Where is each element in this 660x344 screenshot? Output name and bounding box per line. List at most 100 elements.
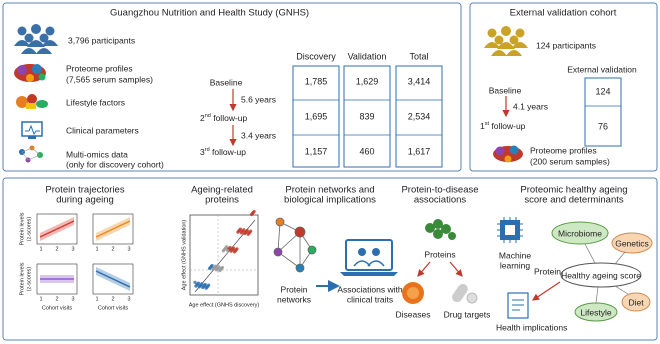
score-label: Healthy ageing score xyxy=(561,270,641,280)
lifestyle-icon xyxy=(16,94,48,109)
timeline-gap: 4.1 years xyxy=(513,101,548,111)
section-title: Protein-to-disease xyxy=(401,185,478,196)
associations-label: clinical traits xyxy=(347,294,393,304)
proteome-label: (200 serum samples) xyxy=(530,156,610,166)
timeline-gap: 5.6 years xyxy=(241,94,276,104)
scatter-point xyxy=(232,250,237,254)
scatter-point xyxy=(211,267,215,271)
x-tick-label: 2 xyxy=(55,296,58,302)
connectors xyxy=(584,243,629,304)
trend-line xyxy=(95,220,131,238)
genetics-node xyxy=(611,232,653,254)
diet-label: Diet xyxy=(628,297,644,307)
x-tick-label: 1 xyxy=(95,296,98,302)
analyses-panel xyxy=(2,177,658,341)
x-tick-label: 1 xyxy=(39,296,42,302)
virus-icon xyxy=(402,282,424,304)
column-header: Discovery xyxy=(296,51,336,61)
followup-text: follow-up xyxy=(489,121,526,131)
section-title: Protein trajectories xyxy=(45,185,124,196)
external-panel xyxy=(469,2,658,172)
section-title: proteins xyxy=(205,195,239,206)
scatter-point xyxy=(204,286,208,290)
microbiome-label: Microbiome xyxy=(558,228,602,238)
document-icon xyxy=(507,292,529,319)
timeline-followup: 2nd follow-up xyxy=(200,113,248,123)
ordinal-suffix: st xyxy=(485,121,490,127)
scatter-point xyxy=(243,231,247,236)
ordinal: 2 xyxy=(200,113,205,123)
proteome-label: Proteome profiles xyxy=(530,145,597,155)
scatter-point xyxy=(246,232,250,236)
scatter-point xyxy=(229,249,233,253)
scatter-point xyxy=(221,249,225,253)
section-title: associations xyxy=(414,195,467,206)
x-tick-label: 3 xyxy=(127,296,130,302)
gnhs-panel xyxy=(2,2,462,172)
x-axis-label: Cohort visits xyxy=(42,305,73,311)
section-title: Proteomic healthy ageing xyxy=(520,185,627,196)
section-title: score and determinants xyxy=(524,195,624,206)
y-axis-label: (z-scores) xyxy=(26,217,32,242)
timeline-gap: 3.4 years xyxy=(241,130,276,140)
timeline-followup: 3rd follow-up xyxy=(200,147,246,157)
column-box xyxy=(584,77,622,147)
column-header: Total xyxy=(409,51,428,61)
table-cell: 1,785 xyxy=(305,76,328,86)
table-cell: 460 xyxy=(359,146,374,156)
pill-icon xyxy=(452,283,478,304)
section-title: Protein networks and xyxy=(285,185,374,196)
scatter-point xyxy=(197,285,201,289)
proteome-label: (7,565 serum samples) xyxy=(66,74,153,84)
table-cell: 1,617 xyxy=(408,146,431,156)
y-axis-label: Age effect (GNHS validation) xyxy=(181,220,187,291)
clinical-label: Clinical parameters xyxy=(66,125,139,135)
multiomics-label: Multi-omics data xyxy=(66,149,128,159)
column-box xyxy=(395,65,443,168)
scatter-point xyxy=(225,248,230,253)
x-tick-label: 3 xyxy=(127,246,130,252)
trend-line xyxy=(95,270,131,288)
table-cell: 839 xyxy=(359,111,374,121)
scatter-plot xyxy=(189,209,259,296)
section-title: biological implications xyxy=(284,195,376,206)
ordinal: 3 xyxy=(200,147,205,157)
column-header: External validation xyxy=(567,64,637,74)
x-tick-label: 1 xyxy=(39,246,42,252)
chip-icon xyxy=(497,217,523,243)
table-cell: 1,695 xyxy=(305,111,328,121)
protein-label: Protein xyxy=(534,266,561,276)
section-title: Ageing-related xyxy=(191,185,253,196)
section-title: during ageing xyxy=(56,195,114,206)
proteome-label: Proteome profiles xyxy=(66,63,133,73)
participants: 3,796 participants xyxy=(68,35,135,45)
table-cell: 124 xyxy=(595,86,610,96)
x-tick-label: 3 xyxy=(71,296,74,302)
diet-node xyxy=(621,292,651,312)
y-axis-label: (z-scores) xyxy=(26,267,32,292)
x-tick-label: 2 xyxy=(111,246,114,252)
table-cell: 76 xyxy=(598,121,608,131)
table-cell: 3,414 xyxy=(408,76,431,86)
ml-label: Machine xyxy=(499,250,531,260)
cohort-table: Discovery Validation Total 1,785 1,629 3,414 1… xyxy=(292,51,443,168)
column-box xyxy=(292,65,340,168)
x-tick-label: 2 xyxy=(55,246,58,252)
network-label: networks xyxy=(277,294,311,304)
table-cell: 1,157 xyxy=(305,146,328,156)
lifestyle-node-label: Lifestyle xyxy=(580,307,611,317)
scatter-point xyxy=(249,212,254,217)
followup-text: follow-up xyxy=(211,113,248,123)
scatter-point xyxy=(194,284,198,288)
column-box xyxy=(343,65,391,168)
diseases-label: Diseases xyxy=(396,309,431,319)
proteins-label: Proteins xyxy=(424,249,455,259)
arrow xyxy=(449,261,463,277)
proteome-icon xyxy=(493,145,523,163)
lifestyle-label: Lifestyle factors xyxy=(66,97,125,107)
table-cell: 2,534 xyxy=(408,111,431,121)
scatter-point xyxy=(239,231,243,235)
network-icon xyxy=(273,217,317,273)
ml-label: learning xyxy=(500,260,531,270)
clinical-icon xyxy=(21,121,43,139)
